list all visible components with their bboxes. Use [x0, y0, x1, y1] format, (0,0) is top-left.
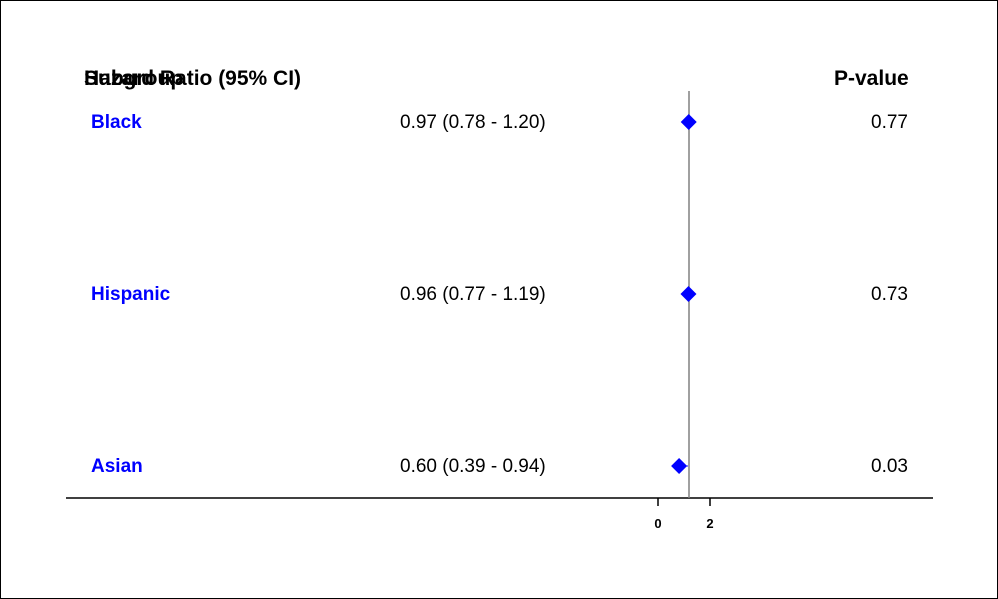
point-marker-black — [680, 114, 697, 130]
row-p-hispanic: 0.73 — [871, 284, 908, 305]
point-marker-hispanic — [680, 286, 697, 302]
x-tick-label-2: 2 — [706, 516, 713, 531]
x-tick-label-0: 0 — [654, 516, 661, 531]
row-p-black: 0.77 — [871, 112, 908, 133]
markers-group — [671, 114, 697, 474]
row-label-black: Black — [91, 112, 142, 133]
row-ci-black: 0.97 (0.78 - 1.20) — [400, 112, 546, 133]
row-ci-hispanic: 0.96 (0.77 - 1.19) — [400, 284, 546, 305]
row-label-hispanic: Hispanic — [91, 284, 171, 305]
subgroup-header: Subgroup — [84, 67, 184, 90]
p-value-header: P-value — [834, 67, 909, 90]
point-marker-asian — [671, 458, 688, 474]
row-p-asian: 0.03 — [871, 456, 908, 477]
row-label-asian: Asian — [91, 456, 143, 477]
hazard-ratio-header: Hazard Ratio (95% CI) — [84, 67, 302, 90]
row-ci-asian: 0.60 (0.39 - 0.94) — [400, 456, 546, 477]
